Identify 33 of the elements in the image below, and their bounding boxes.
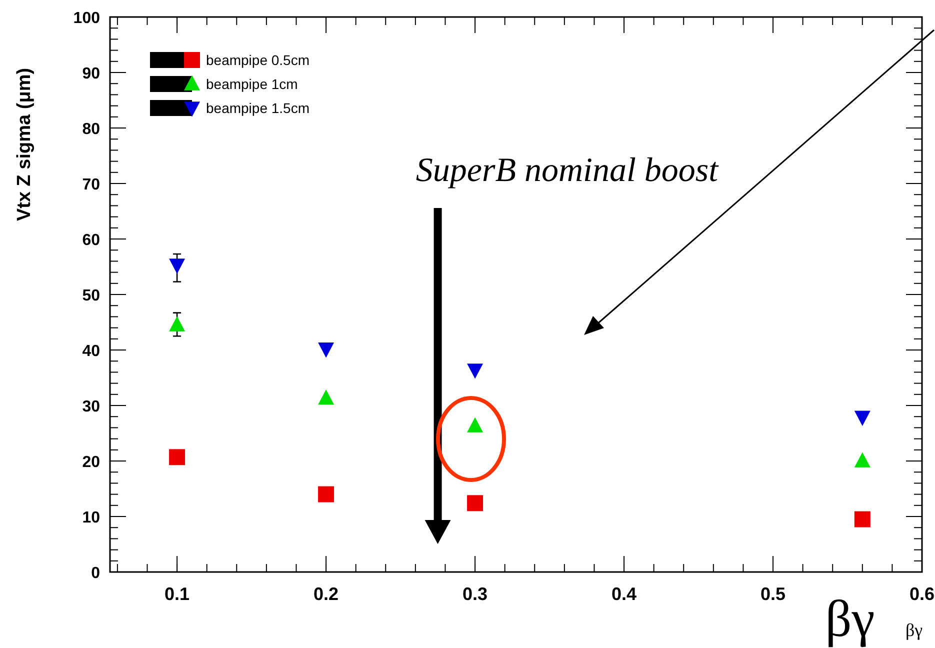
x-tick-label: 0.5	[760, 584, 786, 604]
point	[854, 410, 870, 426]
point	[169, 258, 186, 274]
point	[467, 495, 484, 512]
y-tick-label: 20	[82, 454, 100, 471]
y-tick-label: 100	[73, 10, 100, 27]
x-tick-label: 0.1	[164, 584, 190, 604]
annotation: SuperB nominal boost	[416, 152, 720, 189]
y-tick-label: 10	[82, 510, 100, 526]
x-tick-label: 0.3	[462, 584, 488, 604]
legend-label: beampipe 0.5cm	[206, 52, 310, 68]
point	[169, 449, 186, 466]
legend-label: beampipe 1cm	[206, 76, 298, 92]
point	[467, 364, 484, 379]
point	[854, 452, 870, 468]
text: βγ	[825, 591, 875, 648]
x-tick-label: 0.4	[612, 584, 637, 604]
y-axis-title: Vtx Z sigma (μm)	[14, 68, 35, 222]
y-tick-label: 90	[82, 66, 100, 82]
y-tick-label: 60	[82, 232, 100, 249]
x-tick-label: 0.2	[314, 584, 339, 604]
point	[318, 486, 334, 502]
y-tick-label: 30	[82, 398, 100, 416]
x-tick-label: 0.6	[909, 584, 935, 604]
point	[854, 511, 870, 528]
y-tick-label: 40	[82, 343, 100, 360]
y-tick-label: 0	[91, 565, 100, 582]
y-tick-label: 80	[82, 121, 100, 138]
x-axis-title: βγ	[905, 620, 923, 640]
y-tick-label: 50	[82, 288, 100, 304]
legend-label: beampipe 1.5cm	[206, 100, 310, 116]
point	[318, 342, 334, 358]
y-tick-label: 70	[82, 176, 100, 194]
